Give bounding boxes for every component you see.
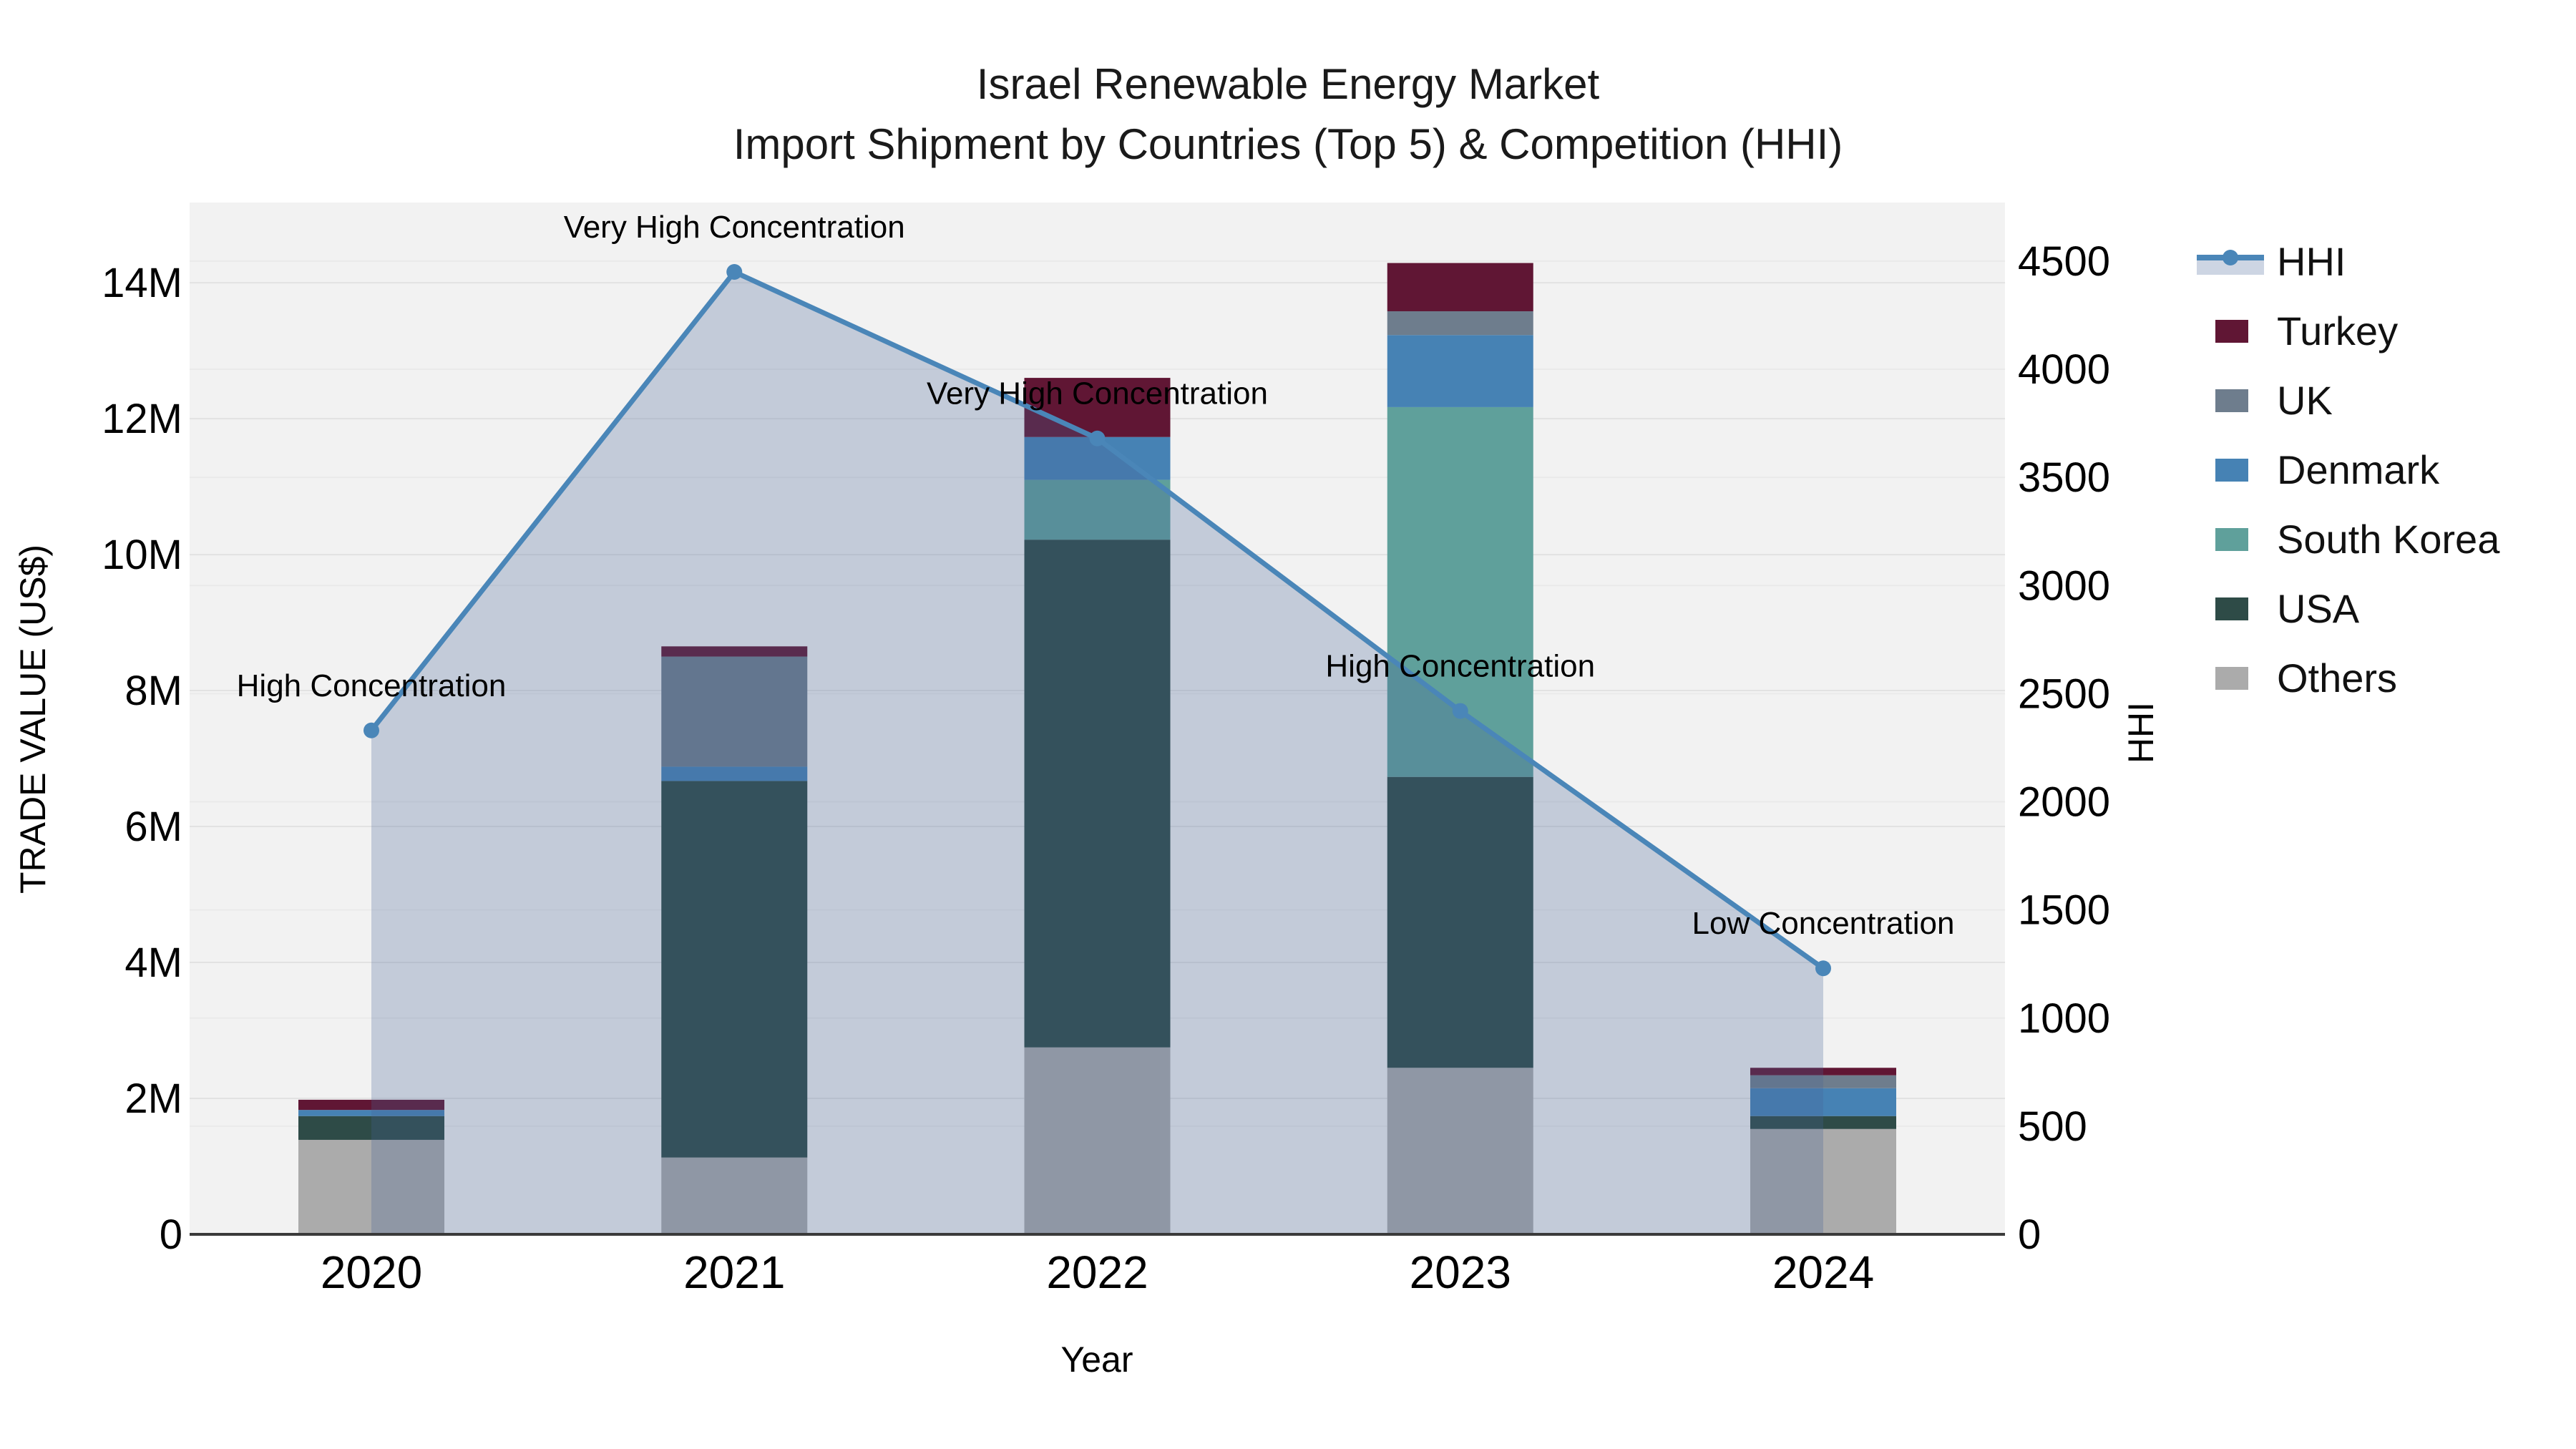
bar-segment-denmark-2021 — [661, 766, 808, 781]
y-left-tick-14M: 14M — [102, 260, 182, 306]
y-right-tick-1500: 1500 — [2018, 887, 2110, 934]
chart-title-line2: Import Shipment by Countries (Top 5) & C… — [733, 120, 1843, 168]
y-right-tick-4000: 4000 — [2018, 346, 2110, 393]
hhi-glyph-svg — [2197, 249, 2264, 275]
chart-title-block: Israel Renewable Energy Market Import Sh… — [0, 54, 2576, 175]
x-tick-2024: 2024 — [1772, 1246, 1874, 1298]
y-left-tick-4M: 4M — [125, 940, 182, 986]
legend-label: Denmark — [2277, 447, 2440, 492]
y-left-tick-8M: 8M — [125, 668, 182, 714]
y-right-tick-2500: 2500 — [2018, 670, 2110, 717]
legend-label: South Korea — [2277, 517, 2500, 562]
y-left-tick-0: 0 — [160, 1211, 182, 1258]
bar-segment-turkey-2020 — [298, 1099, 444, 1111]
chart-title-line1: Israel Renewable Energy Market — [976, 60, 1600, 108]
y-right-tick-500: 500 — [2018, 1103, 2087, 1150]
hhi-marker-2021 — [726, 264, 743, 280]
bar-segment-turkey-2023 — [1387, 263, 1533, 311]
legend-item-usa: USA — [2191, 574, 2499, 643]
bar-segment-others-2024 — [1750, 1128, 1896, 1234]
bar-segment-uk-2021 — [661, 656, 808, 767]
y-right-axis-label: HHI — [2121, 701, 2161, 764]
bar-segment-denmark-2023 — [1387, 335, 1533, 407]
bar-segment-usa-2020 — [298, 1116, 444, 1140]
x-axis-label: Year — [1060, 1340, 1133, 1380]
y-right-tick-3500: 3500 — [2018, 454, 2110, 501]
y-right-tick-3000: 3000 — [2018, 562, 2110, 609]
y-left-tick-10M: 10M — [102, 532, 182, 578]
bar-segment-others-2023 — [1387, 1068, 1533, 1234]
legend-swatch-south-korea — [2191, 527, 2277, 551]
bar-segment-uk-2024 — [1750, 1075, 1896, 1088]
x-tick-2020: 2020 — [321, 1246, 422, 1298]
bar-segment-usa-2024 — [1750, 1116, 1896, 1129]
legend-label: Turkey — [2277, 308, 2399, 353]
annotation-2024: Low Concentration — [1692, 906, 1955, 941]
x-tick-2022: 2022 — [1046, 1246, 1148, 1298]
hhi-line-legend-glyph — [2191, 240, 2277, 283]
legend-label: HHI — [2277, 239, 2346, 284]
x-tick-2023: 2023 — [1410, 1246, 1511, 1298]
bar-segment-others-2022 — [1024, 1047, 1171, 1234]
hhi-marker-2024 — [1815, 960, 1831, 977]
y-left-tick-12M: 12M — [102, 396, 182, 442]
legend-item-uk: UK — [2191, 366, 2499, 435]
legend-swatch-denmark — [2191, 458, 2277, 482]
y-left-tick-6M: 6M — [125, 804, 182, 850]
legend-item-others: Others — [2191, 643, 2499, 713]
legend-color-patch — [2215, 527, 2248, 551]
bar-segment-usa-2023 — [1387, 776, 1533, 1068]
bar-segment-turkey-2024 — [1750, 1068, 1896, 1075]
annotation-2023: High Concentration — [1325, 649, 1595, 684]
legend-swatch-uk — [2191, 389, 2277, 412]
legend-color-patch — [2215, 389, 2248, 412]
y-left-axis-label: TRADE VALUE (US$) — [13, 544, 53, 894]
y-right-tick-2000: 2000 — [2018, 779, 2110, 826]
legend-color-patch — [2215, 319, 2248, 343]
legend-item-denmark: Denmark — [2191, 435, 2499, 504]
bar-segment-others-2021 — [661, 1157, 808, 1234]
y-right-tick-1000: 1000 — [2018, 995, 2110, 1042]
annotation-2020: High Concentration — [237, 668, 507, 703]
bar-segment-usa-2022 — [1024, 540, 1171, 1048]
x-tick-2021: 2021 — [683, 1246, 785, 1298]
legend-swatch-others — [2191, 666, 2277, 690]
legend-color-patch — [2215, 597, 2248, 620]
legend-color-patch — [2215, 666, 2248, 690]
annotation-2021: Very High Concentration — [564, 210, 905, 245]
bar-segment-south-korea-2022 — [1024, 479, 1171, 540]
hhi-area — [371, 272, 1823, 1234]
bar-segment-usa-2021 — [661, 781, 808, 1158]
bar-segment-denmark-2020 — [298, 1110, 444, 1116]
legend-swatch-turkey — [2191, 319, 2277, 343]
bar-segment-denmark-2024 — [1750, 1088, 1896, 1116]
legend-swatch-usa — [2191, 597, 2277, 620]
legend-label: UK — [2277, 378, 2333, 423]
y-left-tick-2M: 2M — [125, 1075, 182, 1122]
hhi-marker-2023 — [1452, 703, 1468, 719]
bar-segment-turkey-2021 — [661, 646, 808, 657]
y-right-tick-4500: 4500 — [2018, 238, 2110, 285]
legend-item-south-korea: South Korea — [2191, 504, 2499, 574]
bar-segment-others-2020 — [298, 1139, 444, 1234]
hhi-marker-2020 — [364, 722, 379, 738]
y-right-tick-0: 0 — [2018, 1211, 2041, 1258]
legend-color-patch — [2215, 458, 2248, 482]
bar-segment-turkey-2022 — [1024, 378, 1171, 437]
legend-label: Others — [2277, 655, 2398, 701]
bar-segment-uk-2023 — [1387, 311, 1533, 336]
annotation-2022: Very High Concentration — [927, 376, 1268, 411]
legend: HHI Turkey UK Denmark South Korea USA Others — [2191, 227, 2499, 713]
legend-item-turkey: Turkey — [2191, 296, 2499, 366]
hhi-marker-2022 — [1089, 430, 1106, 447]
legend-label: USA — [2277, 586, 2360, 631]
legend-item-hhi: HHI — [2191, 227, 2499, 296]
